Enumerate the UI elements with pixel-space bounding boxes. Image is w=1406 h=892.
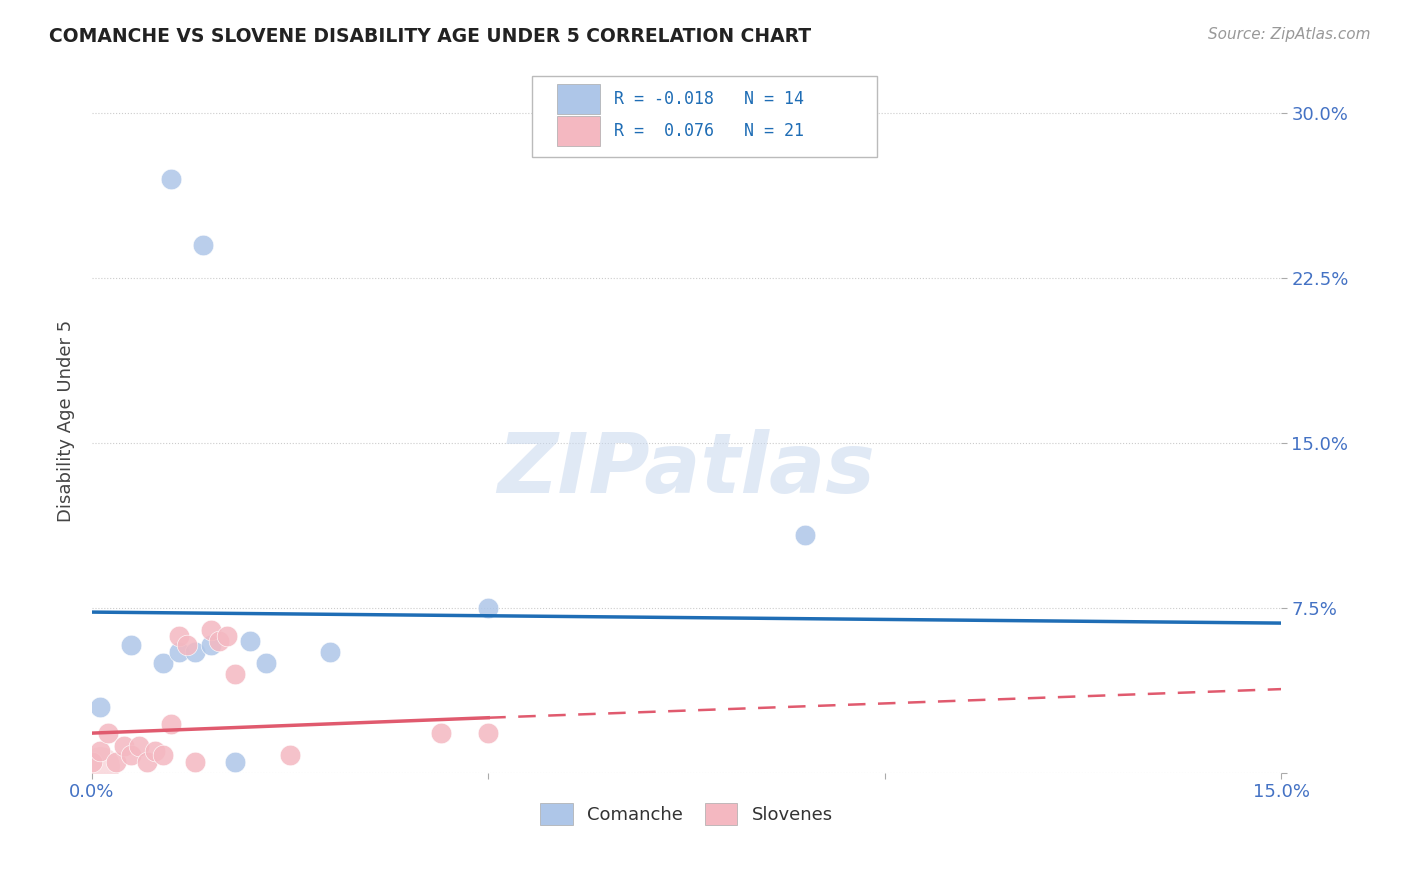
Point <box>152 748 174 763</box>
Point <box>89 744 111 758</box>
Point <box>200 638 222 652</box>
Point <box>200 623 222 637</box>
Point <box>429 726 451 740</box>
FancyBboxPatch shape <box>557 116 599 145</box>
Point <box>89 699 111 714</box>
Point <box>208 633 231 648</box>
Point <box>176 638 198 652</box>
Text: COMANCHE VS SLOVENE DISABILITY AGE UNDER 5 CORRELATION CHART: COMANCHE VS SLOVENE DISABILITY AGE UNDER… <box>49 27 811 45</box>
Point <box>224 666 246 681</box>
Point <box>191 237 214 252</box>
Point <box>121 638 143 652</box>
Y-axis label: Disability Age Under 5: Disability Age Under 5 <box>58 319 75 522</box>
Point <box>167 629 190 643</box>
Point <box>160 171 183 186</box>
FancyBboxPatch shape <box>557 84 599 114</box>
Point <box>152 656 174 670</box>
Text: R =  0.076   N = 21: R = 0.076 N = 21 <box>614 122 804 140</box>
Point <box>184 755 207 769</box>
Point <box>121 748 143 763</box>
Point <box>97 726 120 740</box>
Text: Source: ZipAtlas.com: Source: ZipAtlas.com <box>1208 27 1371 42</box>
Point <box>278 748 301 763</box>
FancyBboxPatch shape <box>531 76 877 157</box>
Point <box>104 755 127 769</box>
Point <box>80 755 103 769</box>
Point <box>477 726 499 740</box>
Text: ZIPatlas: ZIPatlas <box>498 429 876 510</box>
Point <box>224 755 246 769</box>
Point <box>215 629 238 643</box>
Point <box>112 739 135 754</box>
Text: R = -0.018   N = 14: R = -0.018 N = 14 <box>614 90 804 108</box>
Point <box>136 755 159 769</box>
Point <box>143 744 166 758</box>
Point <box>184 645 207 659</box>
Point <box>254 656 277 670</box>
Point <box>794 528 817 542</box>
Point <box>128 739 150 754</box>
Point <box>318 645 340 659</box>
Point <box>239 633 262 648</box>
Point <box>160 717 183 731</box>
Legend: Comanche, Slovenes: Comanche, Slovenes <box>531 794 842 834</box>
Point <box>477 600 499 615</box>
Point <box>167 645 190 659</box>
Point <box>89 759 111 773</box>
